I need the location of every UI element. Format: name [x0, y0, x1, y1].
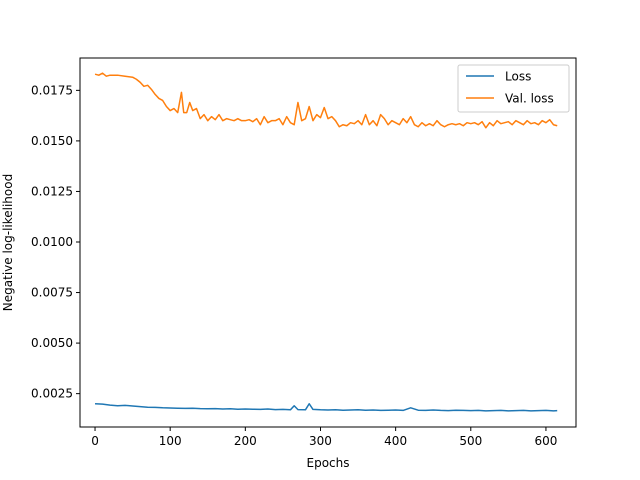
series-line-loss — [94, 403, 558, 412]
x-tick-label: 200 — [234, 434, 257, 448]
x-tick-label: 100 — [159, 434, 182, 448]
x-axis-ticks: 0 100 200 300 400 500 600 — [91, 427, 557, 448]
y-axis-ticks: 0.0025 0.0050 0.0075 0.0100 0.0125 0.0150 0.01… — [31, 83, 80, 401]
x-tick-label: 0 — [91, 434, 99, 448]
y-tick-label: 0.0100 — [31, 235, 73, 249]
legend: Loss Val. loss — [457, 64, 570, 113]
y-tick-label: 0.0075 — [31, 286, 73, 300]
legend-label-loss: Loss — [505, 70, 531, 84]
x-tick-label: 300 — [309, 434, 332, 448]
y-tick-label: 0.0125 — [31, 184, 73, 198]
x-tick-label: 500 — [459, 434, 482, 448]
x-axis-title: Epochs — [307, 456, 350, 470]
series-layer — [94, 72, 558, 412]
x-tick-label: 400 — [384, 434, 407, 448]
legend-label-val-loss: Val. loss — [505, 92, 554, 106]
y-tick-label: 0.0050 — [31, 336, 73, 350]
y-tick-label: 0.0150 — [31, 134, 73, 148]
y-tick-label: 0.0025 — [31, 387, 73, 401]
y-axis-title: Negative log-likelihood — [1, 174, 15, 311]
plot-area-frame — [79, 57, 577, 428]
series-line-val-loss — [94, 72, 558, 129]
x-tick-label: 600 — [534, 434, 557, 448]
y-tick-label: 0.0175 — [31, 83, 73, 97]
